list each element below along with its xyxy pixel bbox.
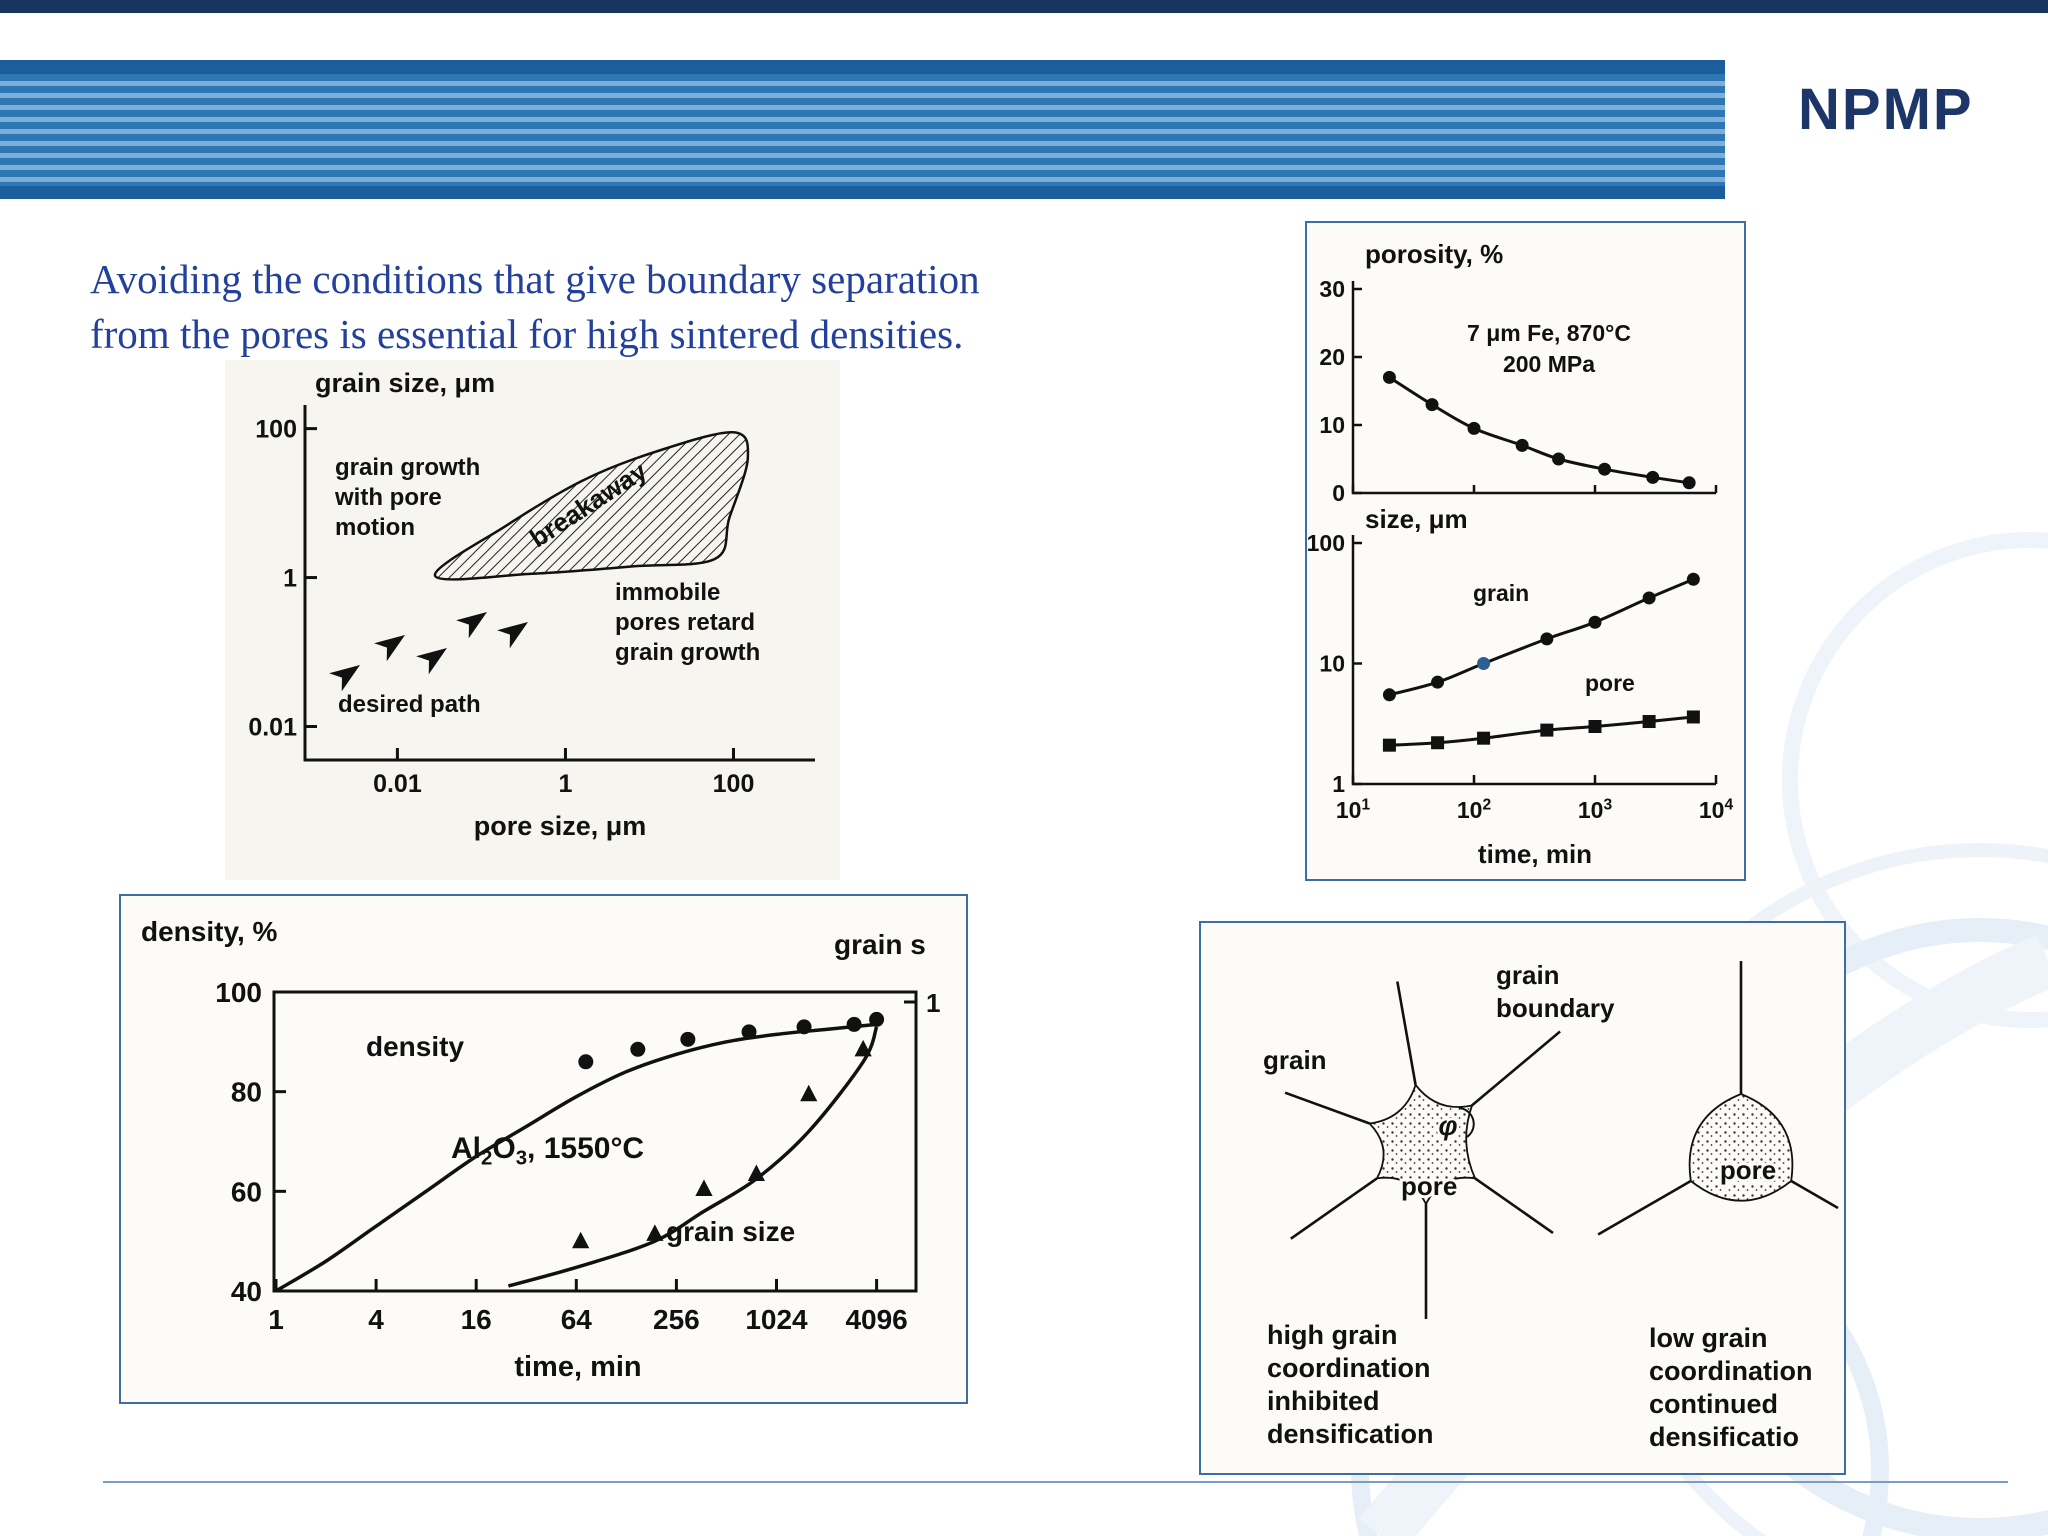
svg-text:time, min: time, min: [1478, 839, 1592, 869]
svg-text:inhibited: inhibited: [1267, 1386, 1379, 1416]
logo-text: NPMP: [1798, 77, 1974, 142]
svg-text:200 MPa: 200 MPa: [1503, 351, 1595, 377]
svg-text:boundary: boundary: [1496, 993, 1615, 1023]
svg-text:40: 40: [231, 1276, 262, 1307]
svg-text:low grain: low grain: [1649, 1323, 1768, 1353]
pore-coordination-panel: φ pore grain grain boundary pore high grain coo…: [1199, 921, 1846, 1475]
intro-text: Avoiding the conditions that give bounda…: [90, 252, 980, 362]
svg-text:10: 10: [1319, 651, 1345, 677]
svg-text:1: 1: [268, 1304, 284, 1335]
svg-text:100: 100: [1307, 530, 1345, 556]
svg-text:grain s: grain s: [834, 929, 926, 960]
svg-text:coordination: coordination: [1267, 1353, 1431, 1383]
svg-text:motion: motion: [335, 514, 415, 541]
svg-text:1: 1: [926, 988, 940, 1018]
svg-text:Al2O3, 1550°C: Al2O3, 1550°C: [451, 1132, 644, 1170]
svg-text:60: 60: [231, 1176, 262, 1207]
svg-text:with pore: with pore: [334, 484, 442, 511]
svg-text:grain size: grain size: [666, 1216, 795, 1247]
top-accent-bar: [0, 0, 2048, 13]
grain-size-vs-pore-size-map-chart: grain size, μm 100 1 0.01 0.01 1 100 pore size,…: [225, 360, 840, 880]
svg-text:density: density: [366, 1031, 464, 1062]
svg-text:104: 104: [1699, 796, 1734, 823]
svg-text:φ: φ: [1439, 1111, 1458, 1141]
svg-text:grain: grain: [1263, 1045, 1327, 1075]
svg-text:grain: grain: [1473, 580, 1529, 606]
svg-text:256: 256: [653, 1304, 700, 1335]
svg-text:4: 4: [368, 1304, 384, 1335]
svg-text:30: 30: [1319, 276, 1345, 302]
svg-text:100: 100: [713, 770, 755, 798]
svg-text:time, min: time, min: [514, 1351, 641, 1383]
svg-text:densification: densification: [1267, 1419, 1434, 1449]
svg-text:103: 103: [1578, 796, 1613, 823]
svg-text:porosity, %: porosity, %: [1365, 239, 1503, 269]
svg-text:100: 100: [215, 977, 262, 1008]
svg-text:high grain: high grain: [1267, 1320, 1398, 1350]
svg-text:80: 80: [231, 1077, 262, 1108]
svg-text:20: 20: [1319, 344, 1345, 370]
svg-text:4096: 4096: [845, 1304, 907, 1335]
svg-text:coordination: coordination: [1649, 1356, 1813, 1386]
svg-text:pore: pore: [1720, 1155, 1776, 1185]
svg-text:pore: pore: [1585, 670, 1635, 696]
svg-text:101: 101: [1336, 796, 1371, 823]
svg-text:1: 1: [1332, 771, 1345, 797]
al2o3-densification-panel: density, % grain s 100 80 60 40 1 4 16 64 256 1024 4…: [119, 894, 968, 1404]
svg-text:grain: grain: [1496, 960, 1560, 990]
svg-text:pores retard: pores retard: [615, 609, 755, 636]
svg-text:1: 1: [283, 565, 297, 593]
footer-rule: [103, 1481, 2008, 1483]
svg-text:grain growth: grain growth: [335, 454, 480, 481]
svg-text:0: 0: [1332, 480, 1345, 506]
svg-text:immobile: immobile: [615, 579, 720, 606]
svg-text:density, %: density, %: [141, 916, 278, 947]
intro-line-2: from the pores is essential for high sin…: [90, 311, 964, 357]
svg-text:size, μm: size, μm: [1365, 504, 1468, 534]
svg-text:10: 10: [1319, 412, 1345, 438]
svg-text:102: 102: [1457, 796, 1492, 823]
svg-text:1024: 1024: [745, 1304, 808, 1335]
svg-text:grain size, μm: grain size, μm: [315, 368, 495, 398]
svg-text:1: 1: [559, 770, 573, 798]
svg-text:continued: continued: [1649, 1389, 1778, 1419]
svg-text:64: 64: [561, 1304, 593, 1335]
svg-text:0.01: 0.01: [248, 713, 297, 741]
svg-text:100: 100: [255, 416, 297, 444]
intro-line-1: Avoiding the conditions that give bounda…: [90, 256, 980, 302]
svg-text:grain growth: grain growth: [615, 639, 760, 666]
header-stripe-band: [0, 60, 1725, 199]
svg-text:0.01: 0.01: [373, 770, 422, 798]
svg-text:7 μm Fe, 870°C: 7 μm Fe, 870°C: [1467, 320, 1631, 346]
svg-text:pore: pore: [1401, 1171, 1457, 1201]
fe-porosity-size-panel: porosity, % 30 20 10 0 7 μm Fe, 870°C 200 MPa s…: [1305, 221, 1746, 881]
svg-text:pore size, μm: pore size, μm: [474, 811, 647, 841]
svg-text:densificatio: densificatio: [1649, 1422, 1799, 1452]
svg-text:desired path: desired path: [338, 691, 481, 718]
svg-text:16: 16: [461, 1304, 492, 1335]
